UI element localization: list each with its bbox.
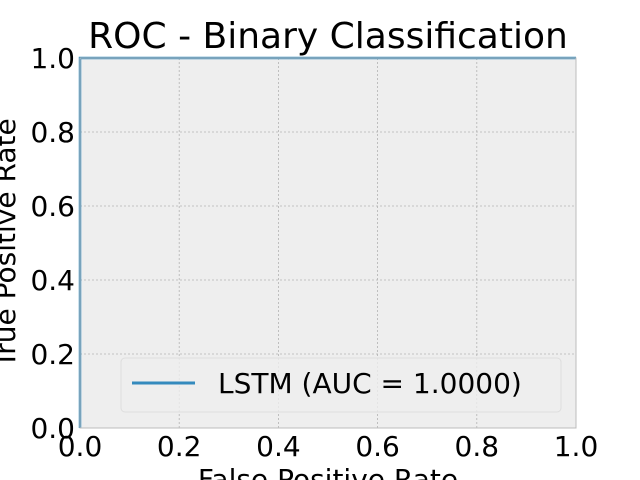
y-tick-label: 0.8 — [30, 116, 75, 149]
plot-frame — [79, 57, 577, 429]
legend: LSTM (AUC = 1.0000) — [120, 357, 562, 413]
tick-labels: 0.0 0.2 0.4 0.6 0.8 1.0 0.0 0.2 0.4 0.6 0.8 1.0 — [30, 42, 598, 463]
x-axis-label: False Positive Rate — [198, 463, 458, 480]
x-tick-label: 0.8 — [455, 430, 500, 463]
x-tick-label: 0.6 — [355, 430, 400, 463]
y-axis-label: True Positive Rate — [0, 118, 22, 368]
y-tick-label: 0.2 — [30, 338, 75, 371]
chart-title: ROC - Binary Classification — [88, 16, 568, 57]
y-tick-label: 0.6 — [30, 190, 75, 223]
x-tick-label: 1.0 — [554, 430, 599, 463]
y-tick-label: 0.0 — [30, 412, 75, 445]
y-tick-label: 0.4 — [30, 264, 75, 297]
legend-box — [120, 357, 562, 413]
y-tick-label: 1.0 — [30, 42, 75, 75]
legend-label: LSTM (AUC = 1.0000) — [218, 367, 522, 400]
x-tick-label: 0.4 — [256, 430, 301, 463]
x-tick-label: 0.0 — [58, 430, 103, 463]
x-tick-label: 0.2 — [157, 430, 202, 463]
